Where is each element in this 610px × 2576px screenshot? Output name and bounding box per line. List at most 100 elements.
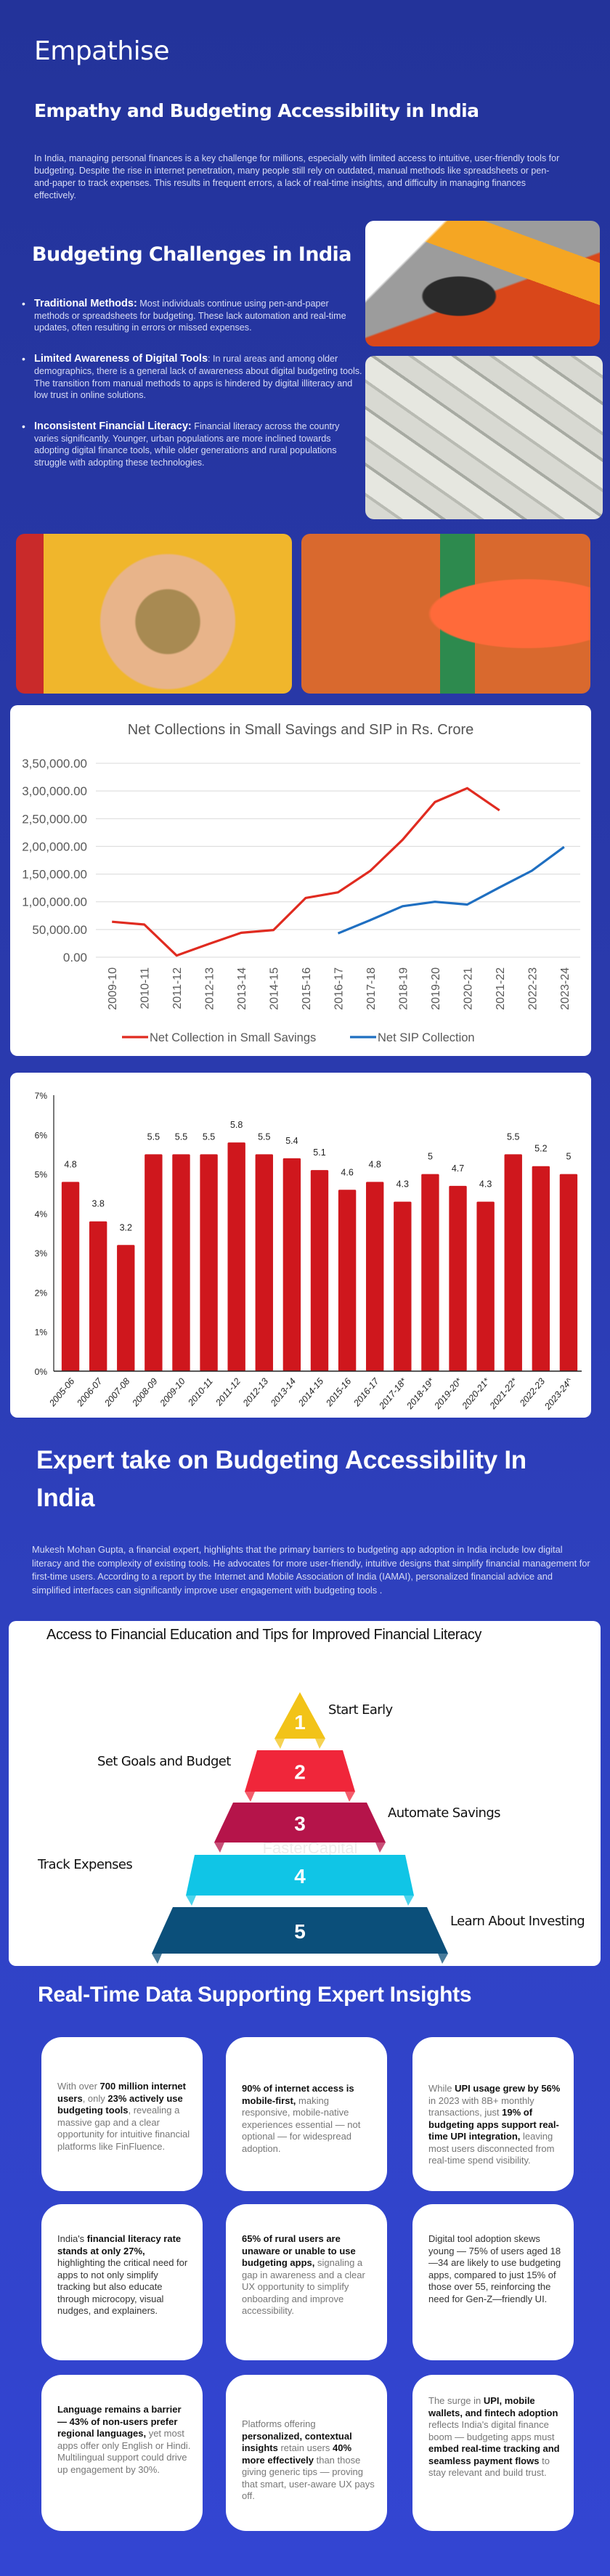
insight-highlight: financial literacy rate stands at only 2… <box>57 2233 182 2256</box>
bar-value-label: 5.5 <box>175 1131 187 1142</box>
bar <box>310 1170 329 1371</box>
x-tick-label: 2006-07 <box>75 1376 105 1409</box>
pyramid-label-5: Learn About Investing <box>450 1914 585 1929</box>
intro-paragraph: In India, managing personal finances is … <box>34 153 560 200</box>
challenge-item: Traditional Methods: Most individuals co… <box>22 298 363 334</box>
bar <box>366 1182 384 1371</box>
bar-value-label: 5.5 <box>147 1131 160 1142</box>
insight-fragment: India's <box>57 2233 87 2244</box>
bar <box>504 1154 522 1371</box>
insight-fragment: reflects India's digital finance boom — … <box>428 2419 555 2442</box>
insight-fragment: than those giving generic tips — proving… <box>242 2454 375 2502</box>
x-tick-label: 2022-23 <box>517 1376 547 1409</box>
bar <box>145 1154 163 1371</box>
x-tick-label: 2012-13 <box>204 967 216 1010</box>
x-tick-label: 2005-06 <box>46 1376 76 1409</box>
bar-value-label: 5 <box>566 1152 571 1162</box>
pyramid-label-4: Track Expenses <box>38 1857 133 1872</box>
insight-tile: Platforms offering personalized, context… <box>226 2375 387 2531</box>
x-tick-label: 2010-11 <box>186 1376 215 1408</box>
insight-fragment: making responsive, mobile-native experie… <box>242 2094 361 2154</box>
insight-tile: 90% of internet access is mobile-first, … <box>226 2037 387 2191</box>
insight-fragment: The surge in <box>428 2395 484 2406</box>
challenges-heading: Budgeting Challenges in India <box>32 243 351 266</box>
insight-fragment: , revealing a massive gap and a clear op… <box>57 2105 190 2152</box>
insight-highlight: 40% more effectively <box>242 2442 352 2466</box>
insight-fragment: , only <box>82 2092 108 2104</box>
insight-tile: The surge in UPI, mobile wallets, and fi… <box>412 2375 574 2531</box>
step-fold <box>345 1792 355 1802</box>
bar <box>476 1201 495 1371</box>
insight-text: Language remains a barrier — 43% of non-… <box>57 2404 192 2476</box>
bar <box>532 1166 550 1371</box>
insight-tile: India's financial literacy rate stands a… <box>41 2204 203 2360</box>
bar-value-label: 5.8 <box>230 1120 243 1130</box>
x-tick-label: 2018-19* <box>404 1376 437 1412</box>
pyramid-label-1: Start Early <box>328 1702 393 1718</box>
insight-highlight: 19% of budgeting apps support real-time … <box>428 2107 559 2142</box>
bar <box>200 1154 218 1371</box>
x-tick-label: 2008-09 <box>130 1376 160 1409</box>
bar-value-label: 3.8 <box>92 1199 104 1209</box>
x-tick-label: 2016-17 <box>333 967 346 1010</box>
bar-value-label: 3.2 <box>120 1222 132 1232</box>
x-tick-label: 2009-10 <box>158 1376 187 1409</box>
x-tick-label: 2021-22 <box>495 967 507 1010</box>
challenges-list: Traditional Methods: Most individuals co… <box>22 298 363 488</box>
x-tick-label: 2023-24^ <box>542 1376 575 1413</box>
x-tick-label: 2023-24 <box>559 967 572 1010</box>
x-tick-label: 2021-22* <box>487 1376 520 1412</box>
bar <box>117 1245 135 1371</box>
x-tick-label: 2017-18 <box>365 967 378 1010</box>
y-tick-label: 0% <box>35 1367 48 1377</box>
bar <box>172 1154 190 1371</box>
step-fold <box>214 1842 224 1853</box>
expert-paragraph: Mukesh Mohan Gupta, a financial expert, … <box>32 1544 590 1596</box>
x-tick-label: 2022-23 <box>526 967 539 1010</box>
bar <box>449 1185 467 1371</box>
insight-fragment: to stay relevant and build trust. <box>428 2455 550 2479</box>
pyramid-step-5 <box>152 1907 448 1954</box>
insight-tile: With over 700 million internet users, on… <box>41 2037 203 2191</box>
step-fold <box>186 1896 196 1906</box>
x-tick-label: 2011-12 <box>171 967 184 1009</box>
insight-fragment: highlighting the critical need for apps … <box>57 2257 188 2316</box>
challenge-label: Inconsistent Financial Literacy: <box>34 420 192 432</box>
insight-highlight: 90% of internet access is mobile-first, <box>242 2083 354 2106</box>
insight-text: India's financial literacy rate stands a… <box>57 2233 192 2317</box>
bar <box>421 1174 439 1371</box>
y-tick-label: 1% <box>35 1328 48 1338</box>
insight-text: 65% of rural users are unaware or unable… <box>242 2233 377 2317</box>
insight-fragment: While <box>428 2083 455 2094</box>
y-tick-label: 7% <box>35 1091 48 1101</box>
step-fold <box>315 1739 325 1749</box>
x-tick-label: 2014-15 <box>269 967 281 1010</box>
pyramid-step-number: 1 <box>294 1711 306 1734</box>
bar-value-label: 4.6 <box>341 1167 353 1177</box>
x-tick-label: 2007-08 <box>102 1376 132 1409</box>
x-tick-label: 2014-15 <box>296 1376 325 1409</box>
insight-text: While UPI usage grew by 56% in 2023 with… <box>428 2083 564 2167</box>
pyramid-step-number: 2 <box>294 1761 306 1784</box>
insight-highlight: 23% actively use budgeting tools <box>57 2092 183 2116</box>
x-tick-label: 2010-11 <box>139 967 152 1009</box>
bar <box>282 1158 301 1371</box>
x-tick-label: 2015-16 <box>324 1376 354 1409</box>
y-tick-label: 50,000.00 <box>32 923 87 937</box>
y-tick-label: 3% <box>35 1248 48 1259</box>
pyramid-label-2: Set Goals and Budget <box>97 1754 231 1769</box>
y-tick-label: 2,50,000.00 <box>22 812 87 826</box>
insight-text: With over 700 million internet users, on… <box>57 2081 192 2153</box>
legend-label: Net SIP Collection <box>378 1031 475 1044</box>
x-tick-label: 2020-21 <box>462 967 474 1010</box>
y-tick-label: 3,00,000.00 <box>22 784 87 798</box>
bar <box>394 1201 412 1371</box>
x-tick-label: 2018-19 <box>397 967 410 1010</box>
x-tick-label: 2020-21* <box>460 1376 492 1412</box>
challenge-text: Most individuals continue using pen-and-… <box>34 298 346 333</box>
y-tick-label: 1,50,000.00 <box>22 868 87 882</box>
x-tick-label: 2019-20 <box>430 967 442 1010</box>
insight-highlight: embed real-time tracking and seamless pa… <box>428 2443 560 2466</box>
y-tick-label: 4% <box>35 1209 48 1219</box>
y-tick-label: 2% <box>35 1288 48 1298</box>
